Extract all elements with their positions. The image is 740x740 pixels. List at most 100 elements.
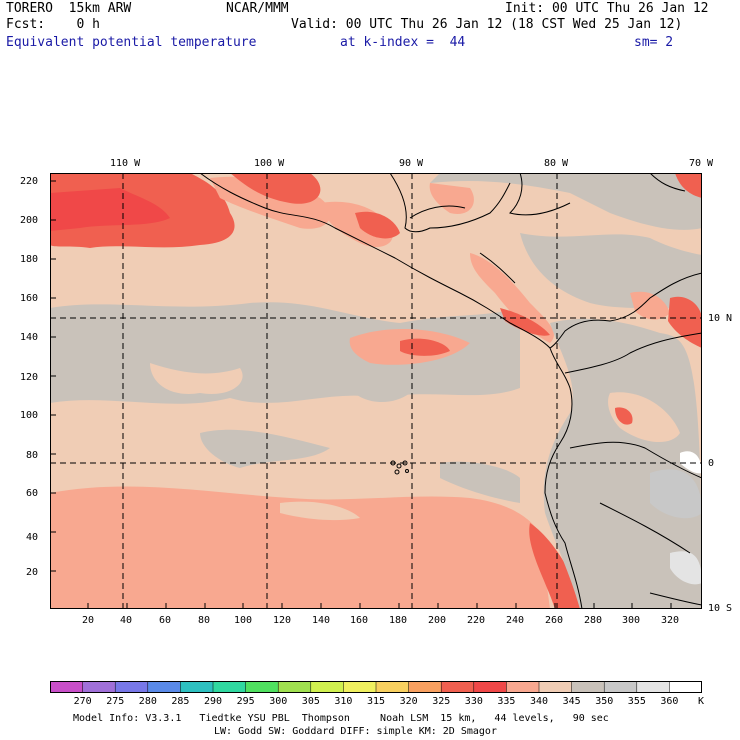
colorbar-cell bbox=[506, 681, 540, 693]
colorbar-label: 285 bbox=[171, 696, 190, 707]
field-region-340-dark bbox=[630, 291, 670, 320]
y-tick: 60 bbox=[26, 488, 39, 499]
field-name: Equivalent potential temperature bbox=[6, 35, 257, 50]
colorbar-cell bbox=[114, 681, 149, 693]
forecast-hour: Fcst: 0 h bbox=[6, 17, 100, 32]
colorbar-label: 355 bbox=[627, 696, 646, 707]
x-tick: 320 bbox=[661, 615, 680, 626]
field-region-355 bbox=[670, 551, 702, 585]
colorbar-label: 350 bbox=[595, 696, 614, 707]
x-tick: 160 bbox=[350, 615, 369, 626]
coastline-hispaniola bbox=[649, 173, 686, 192]
x-tick: 80 bbox=[198, 615, 211, 626]
island bbox=[405, 469, 409, 473]
colorbar-label: 345 bbox=[562, 696, 581, 707]
y-tick: 100 bbox=[20, 410, 39, 421]
field-region-340 bbox=[150, 363, 243, 394]
field-region-350 bbox=[650, 469, 702, 519]
colorbar-cell bbox=[343, 681, 377, 693]
x-tick: 200 bbox=[428, 615, 447, 626]
colorbar-cell bbox=[245, 681, 279, 693]
y-tick: 120 bbox=[20, 372, 39, 383]
colorbar-cell bbox=[440, 681, 475, 693]
lon-label-70w: 70 W bbox=[689, 158, 714, 169]
field-region-330 bbox=[668, 296, 702, 348]
colorbar-cell bbox=[603, 681, 638, 693]
y-tick: 180 bbox=[20, 254, 39, 265]
coastline-south-america-west bbox=[544, 347, 583, 609]
field-region-345 bbox=[430, 173, 702, 230]
lat-label-10n: 10 N bbox=[708, 313, 733, 324]
x-tick: 40 bbox=[120, 615, 133, 626]
colorbar-cell bbox=[669, 681, 702, 693]
lat-label-0: 0 bbox=[708, 458, 715, 469]
x-tick: 60 bbox=[159, 615, 172, 626]
colorbar-label: 320 bbox=[399, 696, 418, 707]
x-tick: 220 bbox=[467, 615, 486, 626]
y-tick: 80 bbox=[26, 450, 39, 461]
colorbar-label: 270 bbox=[73, 696, 92, 707]
colorbar-cell bbox=[180, 681, 214, 693]
y-tick: 160 bbox=[20, 293, 39, 304]
map-border bbox=[50, 173, 702, 609]
valid-time: Valid: 00 UTC Thu 26 Jan 12 (18 CST Wed … bbox=[291, 17, 683, 32]
field-region-345 bbox=[520, 233, 702, 313]
colorbar-cell bbox=[277, 681, 312, 693]
y-tick: 140 bbox=[20, 332, 39, 343]
border-peru-brazil bbox=[599, 502, 691, 554]
colorbar-cell bbox=[147, 681, 182, 693]
colorbar-cell bbox=[538, 681, 573, 693]
center-label: NCAR/MMM bbox=[226, 1, 289, 16]
border-nicaragua bbox=[479, 252, 516, 284]
axis-ticks bbox=[50, 180, 672, 609]
field-region-340-dark bbox=[429, 183, 474, 214]
y-tick: 200 bbox=[20, 215, 39, 226]
field-region-345 bbox=[200, 429, 330, 468]
smoothing-label: sm= 2 bbox=[634, 35, 674, 50]
colorbar-label: 340 bbox=[530, 696, 549, 707]
colorbar-cell bbox=[375, 681, 410, 693]
model-title: TORERO 15km ARW bbox=[6, 1, 132, 16]
x-tick: 20 bbox=[82, 615, 95, 626]
theta-e-map bbox=[50, 173, 702, 609]
colorbar-label: 300 bbox=[269, 696, 288, 707]
field-region-340 bbox=[280, 501, 360, 521]
colorbar-label: 315 bbox=[367, 696, 386, 707]
init-time: Init: 00 UTC Thu 26 Jan 12 bbox=[505, 1, 709, 16]
colorbar-border bbox=[50, 681, 702, 693]
colorbar-cell bbox=[310, 681, 345, 693]
field-region-330 bbox=[500, 308, 550, 336]
colorbar-label: 310 bbox=[334, 696, 353, 707]
border-bolivia bbox=[649, 592, 702, 606]
field-region-330 bbox=[355, 211, 400, 239]
island bbox=[394, 469, 400, 475]
x-tick: 260 bbox=[545, 615, 564, 626]
lon-label-100w: 100 W bbox=[254, 158, 285, 169]
colorbar-cell bbox=[212, 681, 247, 693]
colorbar-cell bbox=[473, 681, 508, 693]
colorbar-unit: K bbox=[698, 696, 705, 707]
physics-info: LW: Godd SW: Goddard DIFF: simple KM: 2D… bbox=[214, 726, 497, 737]
border-ecuador-peru bbox=[569, 441, 702, 479]
x-tick: 280 bbox=[584, 615, 603, 626]
lon-label-90w: 90 W bbox=[399, 158, 424, 169]
lon-label-80w: 80 W bbox=[544, 158, 569, 169]
colorbar-cell bbox=[82, 681, 116, 693]
colorbar-cell bbox=[408, 681, 442, 693]
coastline-yucatan bbox=[389, 173, 511, 233]
x-tick: 300 bbox=[622, 615, 641, 626]
y-tick: 220 bbox=[20, 176, 39, 187]
field-region-330 bbox=[230, 173, 321, 204]
colorbar-label: 290 bbox=[204, 696, 223, 707]
x-tick: 180 bbox=[389, 615, 408, 626]
x-tick: 100 bbox=[234, 615, 253, 626]
x-tick: 240 bbox=[506, 615, 525, 626]
colorbar-label: 280 bbox=[138, 696, 157, 707]
colorbar-cell bbox=[636, 681, 671, 693]
colorbar-cell bbox=[571, 681, 605, 693]
border-colombia bbox=[564, 332, 702, 374]
level-label: at k-index = 44 bbox=[340, 35, 466, 50]
field-region-345 bbox=[440, 461, 520, 503]
field-region-335 bbox=[50, 188, 170, 231]
colorbar-label: 335 bbox=[497, 696, 516, 707]
